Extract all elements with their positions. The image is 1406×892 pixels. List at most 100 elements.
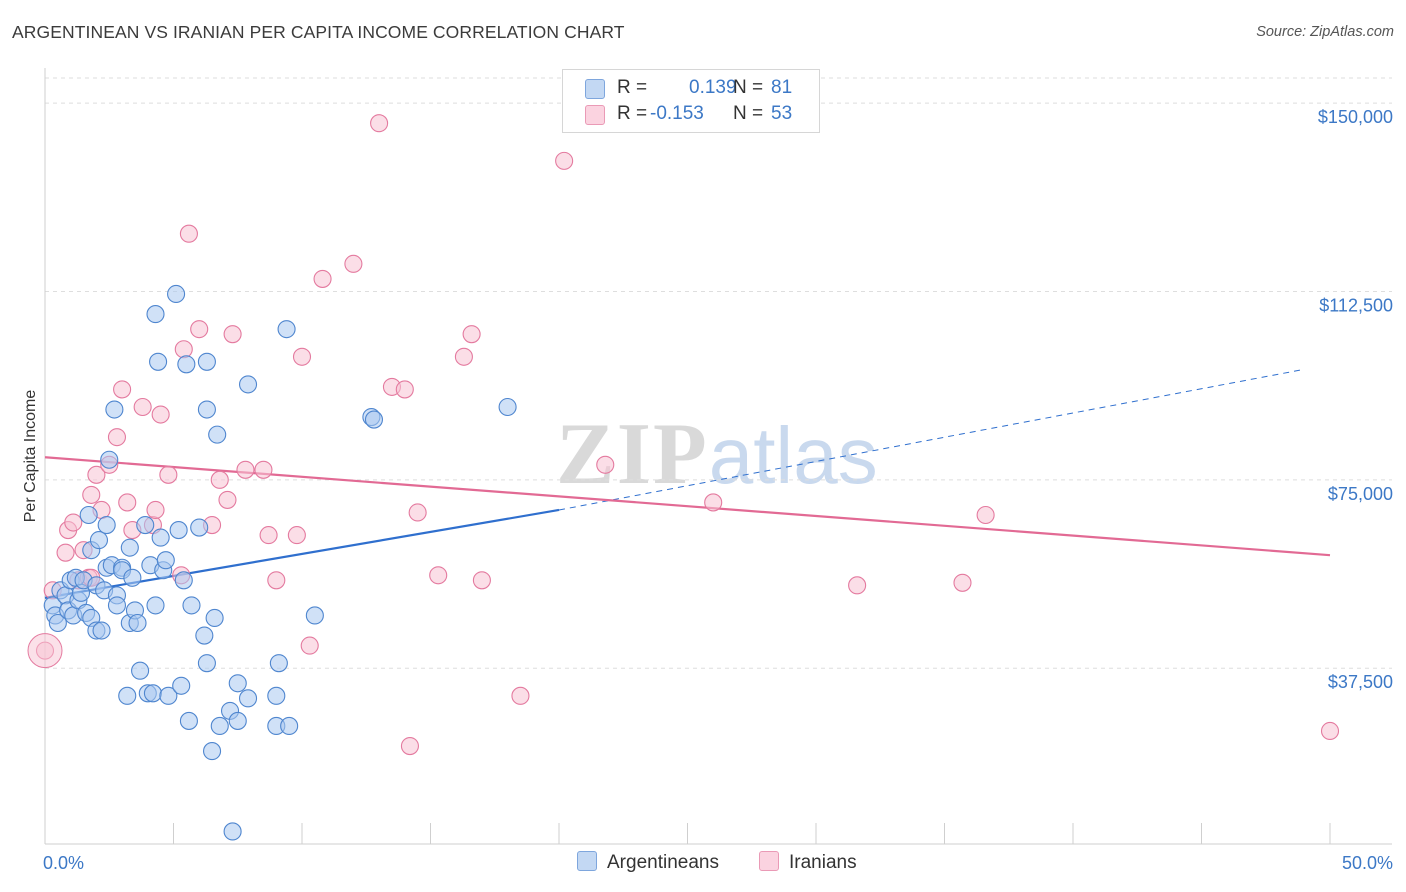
iranians-point [848, 576, 867, 595]
argentineans-point [120, 538, 139, 557]
iranians-point [159, 465, 178, 484]
argentineans-point [269, 654, 288, 673]
iranians-point [400, 737, 419, 756]
iranians-point [64, 513, 83, 532]
legend-n-label: N = [733, 103, 764, 124]
legend-n-value: 53 [771, 103, 793, 124]
bottom-legend-label: Iranians [789, 852, 857, 873]
iranians-point [82, 485, 101, 504]
argentineans-point [48, 613, 67, 633]
argentineans-point [143, 684, 162, 703]
argentineans-point [177, 355, 196, 374]
legend-r-label: R = [617, 77, 648, 98]
argentineans-point [197, 352, 216, 371]
iranians-point [267, 571, 286, 590]
iranians-point [596, 455, 615, 474]
trend-lines [44, 368, 1331, 599]
iranians-point [174, 340, 193, 359]
argentineans-point [228, 711, 247, 730]
stats-legend: R = 0.139 N = 81 R = -0.153 N = 53 [562, 69, 820, 133]
iranians-point [555, 151, 574, 170]
y-tick-label: $150,000 [1318, 107, 1393, 127]
argentineans-point [280, 716, 299, 736]
iranians-point [190, 320, 209, 339]
iranians-point [953, 573, 972, 592]
iranians-point [292, 347, 312, 366]
tick-labels: $37,500 $75,000 $112,500 $150,000 0.0% 50.0% [43, 107, 1393, 873]
iranians-point [454, 347, 473, 366]
y-tick-label: $112,500 [1319, 295, 1393, 315]
legend-n-value: 81 [771, 77, 793, 98]
argentineans-point [89, 531, 109, 550]
argentineans-point [146, 596, 165, 615]
iranians-point [107, 428, 127, 447]
argentineans-point [97, 515, 116, 535]
legend-r-value: 0.139 [689, 77, 737, 98]
iranians-point [179, 224, 198, 243]
iranians-point [259, 526, 278, 545]
legend-swatch-pink [585, 105, 605, 125]
source-label: Source: ZipAtlas.com [1256, 24, 1394, 40]
argentineans-point [498, 397, 517, 417]
bottom-legend-iranians: Iranians [759, 851, 857, 874]
argentineans-point [118, 686, 137, 705]
argentineans-point [92, 621, 111, 640]
iranians-point [429, 566, 448, 585]
argentineans-point [238, 689, 258, 708]
argentineans-point [149, 352, 168, 371]
argentineans-trend-extension [558, 368, 1305, 511]
iranians-point [146, 500, 165, 520]
argentineans-point [159, 686, 178, 705]
iranians-point [236, 460, 255, 479]
argentineans-point [267, 686, 286, 705]
y-axis-label: Per Capita Income [22, 390, 39, 523]
argentineans-point [197, 654, 216, 673]
iranians-point [511, 686, 530, 705]
iranians-point-large [27, 633, 63, 669]
argentineans-point [208, 425, 227, 444]
argentineans-point [305, 606, 324, 625]
argentineans-point [210, 716, 229, 736]
argentineans-point [223, 822, 242, 841]
grid-lines [45, 77, 1392, 669]
legend-n-label: N = [733, 77, 764, 98]
argentineans-point [179, 711, 198, 730]
iranians-point [287, 526, 306, 545]
iranians-point [395, 380, 414, 399]
iranians-point [223, 325, 242, 344]
argentineans-point [238, 375, 258, 394]
argentineans-point [79, 505, 98, 525]
argentineans-point [169, 521, 188, 540]
argentineans-point [107, 596, 127, 615]
iranians-point [704, 493, 723, 512]
iranians-point [218, 490, 237, 509]
argentineans-point [156, 551, 175, 570]
argentineans-point [167, 284, 186, 304]
iranians-point [87, 465, 106, 484]
y-tick-label: $37,500 [1328, 672, 1393, 692]
argentineans-point [174, 571, 193, 590]
iranians-point [118, 493, 137, 512]
x-tick-label: 50.0% [1342, 853, 1393, 873]
y-tick-label: $75,000 [1328, 484, 1393, 504]
argentineans-point [203, 742, 222, 761]
iranians-point [254, 460, 273, 479]
argentineans-point [197, 400, 216, 419]
iranians-point [472, 571, 491, 590]
argentineans-point [172, 676, 191, 695]
argentineans-point [131, 661, 150, 680]
legend-r-value: -0.153 [650, 103, 704, 124]
iranians-point [1320, 721, 1340, 741]
iranians-point [210, 470, 229, 489]
iranians-point [408, 503, 427, 522]
argentineans-point [100, 450, 119, 469]
chart-title: ARGENTINEAN VS IRANIAN PER CAPITA INCOME… [12, 22, 625, 42]
argentineans-point [205, 608, 224, 628]
data-points [27, 114, 1340, 841]
argentineans-point [136, 515, 155, 535]
iranians-point [462, 325, 481, 344]
argentineans-point [228, 674, 247, 693]
iranians-point [370, 114, 389, 133]
iranians-point [976, 505, 995, 525]
